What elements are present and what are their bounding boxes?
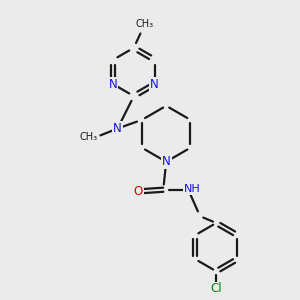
Text: N: N [109,77,117,91]
Text: N: N [162,155,171,168]
Text: O: O [134,185,143,198]
Text: NH: NH [183,184,200,194]
Text: CH₃: CH₃ [135,19,153,29]
Text: N: N [150,77,159,91]
Text: CH₃: CH₃ [80,132,98,142]
Text: Cl: Cl [210,282,222,296]
Text: N: N [113,122,122,135]
